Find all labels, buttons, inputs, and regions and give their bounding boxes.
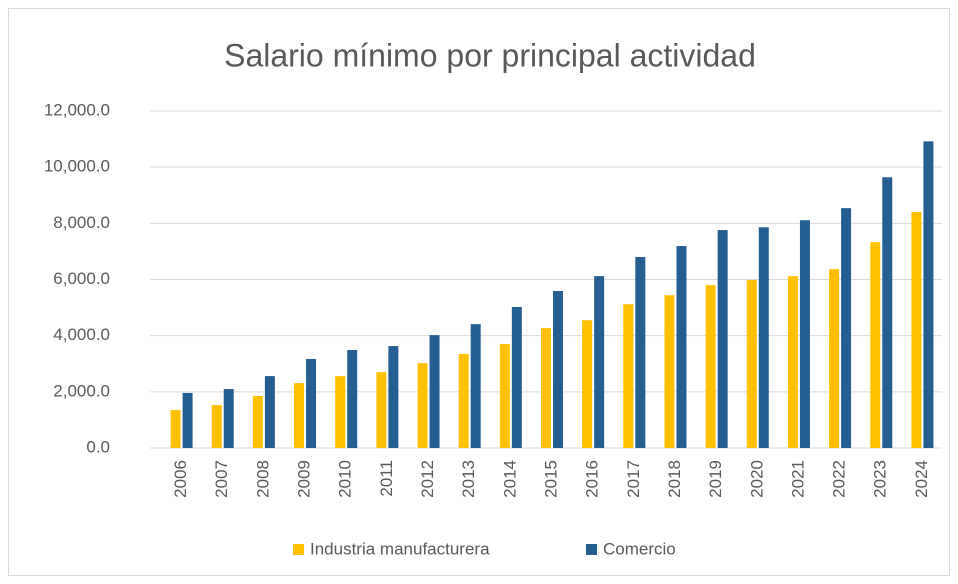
x-tick-label: 2006 — [171, 460, 190, 498]
y-tick-label: 0.0 — [86, 437, 110, 456]
x-tick-label: 2021 — [788, 460, 807, 498]
bar — [470, 324, 481, 448]
x-tick-label: 2015 — [541, 460, 560, 498]
bar — [223, 389, 234, 448]
y-tick-label: 10,000.0 — [44, 157, 110, 176]
bar — [841, 208, 852, 448]
bar — [211, 405, 222, 448]
x-tick-label: 2019 — [706, 460, 725, 498]
bar — [335, 376, 346, 448]
x-tick-label: 2007 — [212, 460, 231, 498]
bar — [376, 372, 387, 448]
bar — [664, 295, 675, 448]
bar — [911, 212, 922, 448]
x-tick-label: 2010 — [336, 460, 355, 498]
y-tick-label: 4,000.0 — [53, 325, 110, 344]
bar — [594, 276, 605, 448]
x-tick-label: 2024 — [912, 460, 931, 498]
bar — [499, 344, 510, 448]
bar — [882, 177, 893, 448]
bar — [717, 230, 728, 448]
bar — [252, 396, 263, 448]
bar — [582, 320, 593, 448]
x-tick-label: 2017 — [624, 460, 643, 498]
x-tick-label: 2008 — [253, 460, 272, 498]
legend-swatch — [293, 544, 304, 555]
bar — [417, 363, 428, 448]
bar — [705, 285, 716, 448]
x-tick-label: 2023 — [871, 460, 890, 498]
bar — [676, 246, 687, 448]
bar — [294, 383, 305, 448]
bar — [182, 392, 193, 448]
bar — [541, 328, 551, 448]
y-tick-label: 8,000.0 — [53, 213, 110, 232]
bar — [787, 276, 798, 448]
y-tick-label: 6,000.0 — [53, 269, 110, 288]
x-tick-label: 2012 — [418, 460, 437, 498]
bar — [458, 353, 469, 448]
x-tick-label: 2016 — [583, 460, 602, 498]
x-tick-label: 2013 — [459, 460, 478, 498]
bar — [799, 220, 810, 448]
bar — [170, 410, 181, 448]
legend-label: Industria manufacturera — [310, 539, 490, 558]
bar — [511, 307, 522, 448]
x-tick-label: 2020 — [747, 460, 766, 498]
legend-swatch — [586, 544, 597, 555]
bar — [429, 335, 440, 448]
bar — [623, 304, 634, 448]
y-tick-label: 12,000.0 — [44, 100, 110, 119]
chart-title: Salario mínimo por principal actividad — [224, 37, 756, 73]
bar — [758, 227, 769, 448]
bar — [635, 257, 646, 448]
x-tick-label: 2014 — [500, 460, 519, 498]
bar — [829, 269, 840, 448]
x-tick-label: 2011 — [377, 460, 396, 497]
bar — [870, 242, 881, 448]
bar — [923, 141, 934, 448]
legend-label: Comercio — [603, 539, 676, 558]
bar — [746, 280, 757, 448]
bar — [347, 349, 358, 448]
bar — [306, 358, 317, 448]
y-tick-label: 2,000.0 — [53, 381, 110, 400]
x-tick-label: 2022 — [830, 460, 849, 498]
bar — [553, 291, 563, 448]
bar — [388, 346, 399, 448]
x-tick-label: 2018 — [665, 460, 684, 498]
x-tick-label: 2009 — [295, 460, 314, 498]
bar — [264, 376, 275, 448]
